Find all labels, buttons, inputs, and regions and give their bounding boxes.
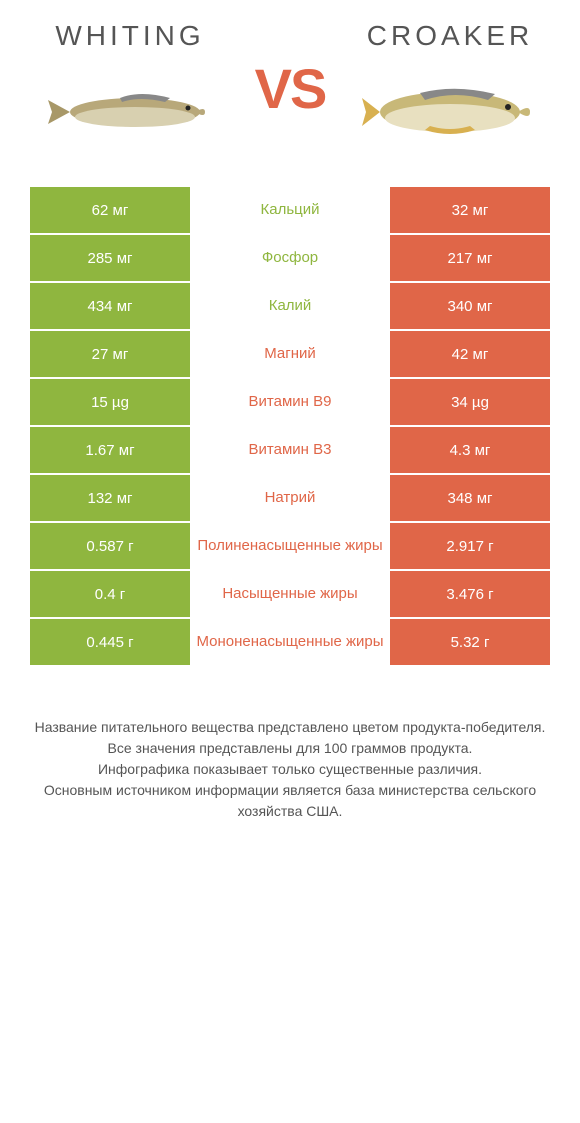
right-value: 5.32 г [390, 619, 550, 665]
table-row: 15 µgВитамин B934 µg [30, 379, 550, 427]
table-row: 1.67 мгВитамин B34.3 мг [30, 427, 550, 475]
footer-line: Название питательного вещества представл… [30, 717, 550, 738]
left-value: 0.445 г [30, 619, 190, 665]
nutrient-label: Фосфор [190, 235, 390, 281]
right-value: 32 мг [390, 187, 550, 233]
nutrient-label: Натрий [190, 475, 390, 521]
left-value: 285 мг [30, 235, 190, 281]
right-value: 4.3 мг [390, 427, 550, 473]
nutrient-label: Мононенасыщенные жиры [190, 619, 390, 665]
footer-line: Все значения представлены для 100 граммо… [30, 738, 550, 759]
nutrient-label: Калий [190, 283, 390, 329]
table-row: 132 мгНатрий348 мг [30, 475, 550, 523]
left-value: 15 µg [30, 379, 190, 425]
nutrient-label: Витамин B3 [190, 427, 390, 473]
right-value: 340 мг [390, 283, 550, 329]
table-row: 434 мгКалий340 мг [30, 283, 550, 331]
nutrient-label: Магний [190, 331, 390, 377]
table-row: 62 мгКальций32 мг [30, 187, 550, 235]
table-row: 0.587 гПолиненасыщенные жиры2.917 г [30, 523, 550, 571]
table-row: 285 мгФосфор217 мг [30, 235, 550, 283]
left-value: 1.67 мг [30, 427, 190, 473]
right-value: 3.476 г [390, 571, 550, 617]
footer-line: Инфографика показывает только существенн… [30, 759, 550, 780]
right-value: 34 µg [390, 379, 550, 425]
table-row: 0.445 гМононенасыщенные жиры5.32 г [30, 619, 550, 667]
left-product-title: WHITING [55, 20, 204, 52]
nutrient-label: Витамин B9 [190, 379, 390, 425]
right-value: 348 мг [390, 475, 550, 521]
comparison-header: WHITING VS CROAKER [0, 0, 580, 167]
nutrient-label: Насыщенные жиры [190, 571, 390, 617]
right-value: 217 мг [390, 235, 550, 281]
right-fish-icon [360, 67, 540, 157]
nutrient-label: Полиненасыщенные жиры [190, 523, 390, 569]
left-value: 27 мг [30, 331, 190, 377]
right-product-title: CROAKER [367, 20, 533, 52]
right-product: CROAKER [350, 20, 550, 157]
footer-notes: Название питательного вещества представл… [30, 717, 550, 822]
right-value: 2.917 г [390, 523, 550, 569]
left-value: 0.4 г [30, 571, 190, 617]
nutrient-label: Кальций [190, 187, 390, 233]
left-value: 62 мг [30, 187, 190, 233]
left-product: WHITING [30, 20, 230, 157]
right-value: 42 мг [390, 331, 550, 377]
left-fish-icon [40, 67, 220, 157]
nutrient-table: 62 мгКальций32 мг285 мгФосфор217 мг434 м… [30, 187, 550, 667]
left-value: 434 мг [30, 283, 190, 329]
table-row: 0.4 гНасыщенные жиры3.476 г [30, 571, 550, 619]
left-value: 0.587 г [30, 523, 190, 569]
table-row: 27 мгМагний42 мг [30, 331, 550, 379]
vs-label: VS [255, 56, 326, 121]
footer-line: Основным источником информации является … [30, 780, 550, 822]
left-value: 132 мг [30, 475, 190, 521]
